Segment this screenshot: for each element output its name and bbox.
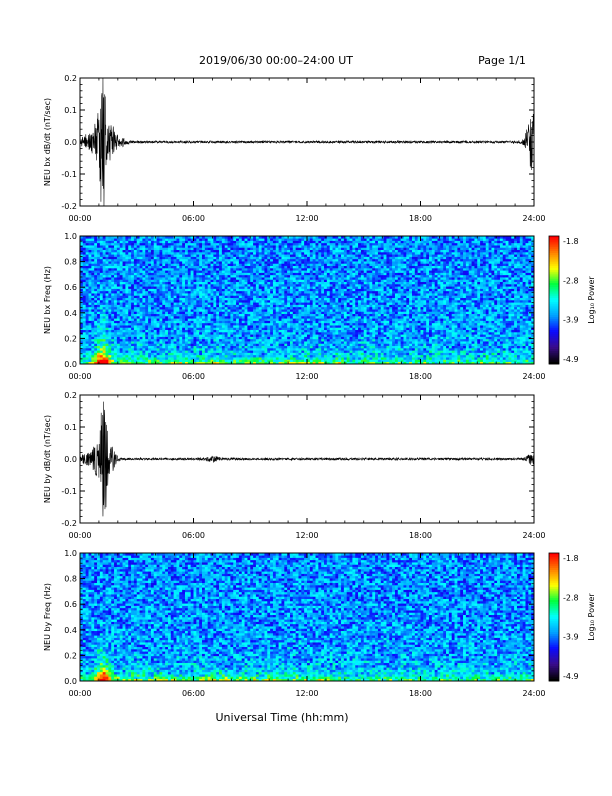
- x-tick-label: 24:00: [522, 372, 545, 381]
- y-tick-label: -0.1: [61, 487, 77, 496]
- colorbar-tick-label: -1.8: [563, 554, 579, 563]
- y-axis-label: NEU bx Freq (Hz): [43, 266, 52, 334]
- x-tick-label: 06:00: [182, 531, 205, 540]
- y-tick-label: 0.2: [64, 391, 77, 400]
- x-tick-label: 00:00: [68, 531, 91, 540]
- x-tick-label: 18:00: [409, 689, 432, 698]
- y-tick-label: 0.2: [64, 334, 77, 343]
- y-tick-label: 0.0: [64, 360, 77, 369]
- x-tick-label: 12:00: [295, 372, 318, 381]
- by-waveform-panel: 00:00 06:00 12:00 18:00 24:00 -0.2 -0.1 0.0 0.1 0…: [43, 391, 546, 540]
- y-tick-label: -0.2: [61, 519, 77, 528]
- y-tick-label: 0.0: [64, 138, 77, 147]
- y-tick-label: 0.4: [64, 309, 77, 318]
- by-spectrogram-panel: -1.8 -2.8 -3.9 -4.9 Log₁₀ Power 00:00 06:00 12:…: [43, 549, 596, 698]
- colorbar-label: Log₁₀ Power: [587, 276, 596, 324]
- x-tick-label: 18:00: [409, 214, 432, 223]
- page-number: Page 1/1: [478, 54, 526, 67]
- bx-waveform-panel: 00:00 06:00 12:00 18:00 24:00 -0.2 -0.1 0.0 0.1 0…: [43, 74, 546, 223]
- x-tick-label: 00:00: [68, 372, 91, 381]
- x-tick-label: 00:00: [68, 214, 91, 223]
- y-tick-label: -0.1: [61, 170, 77, 179]
- colorbar-tick-label: -2.8: [563, 276, 579, 285]
- y-tick-label: 0.2: [64, 74, 77, 83]
- y-tick-label: 0.1: [64, 106, 77, 115]
- x-axis-label: Universal Time (hh:mm): [216, 711, 349, 724]
- spectrogram-cells: [80, 553, 534, 681]
- x-tick-label: 18:00: [409, 531, 432, 540]
- y-tick-label: 0.2: [64, 651, 77, 660]
- y-tick-label: -0.2: [61, 202, 77, 211]
- colorbar: -1.8 -2.8 -3.9 -4.9 Log₁₀ Power: [549, 553, 596, 681]
- y-tick-label: 0.6: [64, 283, 77, 292]
- x-tick-label: 12:00: [295, 689, 318, 698]
- colorbar-tick-label: -4.9: [563, 672, 579, 681]
- y-axis-label: NEU by dB/dt (nT/sec): [43, 415, 52, 503]
- panels: 00:00 06:00 12:00 18:00 24:00 -0.2 -0.1 0.0 0.1 0…: [43, 74, 596, 698]
- x-tick-label: 12:00: [295, 214, 318, 223]
- y-tick-label: 0.0: [64, 677, 77, 686]
- colorbar-tick-label: -4.9: [563, 355, 579, 364]
- x-tick-label: 24:00: [522, 689, 545, 698]
- y-tick-label: 0.4: [64, 626, 77, 635]
- y-tick-label: 1.0: [64, 549, 77, 558]
- colorbar-tick-label: -3.9: [563, 316, 579, 325]
- x-tick-label: 06:00: [182, 689, 205, 698]
- colorbar-tick-label: -2.8: [563, 593, 579, 602]
- colorbar-tick-label: -1.8: [563, 237, 579, 246]
- y-tick-label: 1.0: [64, 232, 77, 241]
- x-tick-label: 24:00: [522, 531, 545, 540]
- y-tick-label: 0.1: [64, 423, 77, 432]
- x-tick-label: 06:00: [182, 372, 205, 381]
- y-tick-label: 0.0: [64, 455, 77, 464]
- spectrogram-cells: [80, 236, 534, 364]
- y-tick-label: 0.8: [64, 258, 77, 267]
- y-axis-label: NEU by Freq (Hz): [43, 583, 52, 651]
- y-tick-label: 0.6: [64, 600, 77, 609]
- bx-spectrogram-panel: -1.8 -2.8 -3.9 -4.9 Log₁₀ Power 00:00 06:00 12:…: [43, 232, 596, 381]
- x-tick-label: 24:00: [522, 214, 545, 223]
- colorbar-label: Log₁₀ Power: [587, 593, 596, 641]
- x-tick-label: 00:00: [68, 689, 91, 698]
- colorbar-tick-label: -3.9: [563, 633, 579, 642]
- y-tick-label: 0.8: [64, 575, 77, 584]
- x-tick-label: 12:00: [295, 531, 318, 540]
- page-title: 2019/06/30 00:00–24:00 UT: [199, 54, 353, 67]
- y-axis-label: NEU bx dB/dt (nT/sec): [43, 98, 52, 186]
- x-tick-label: 18:00: [409, 372, 432, 381]
- colorbar: -1.8 -2.8 -3.9 -4.9 Log₁₀ Power: [549, 236, 596, 364]
- x-tick-label: 06:00: [182, 214, 205, 223]
